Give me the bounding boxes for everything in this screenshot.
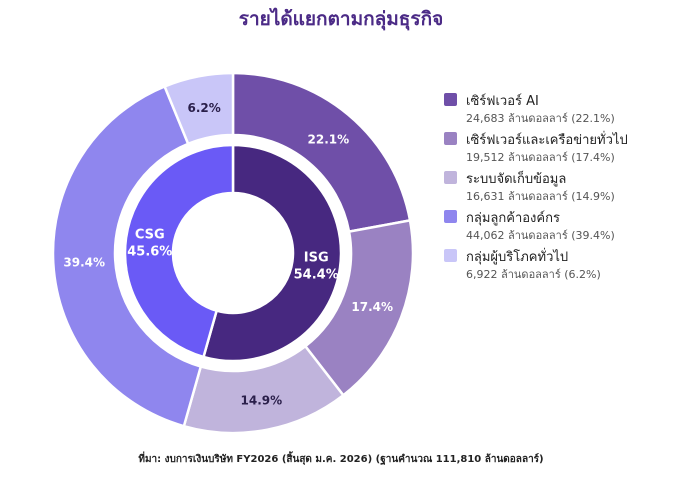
legend-label: กลุ่มลูกค้าองค์กร: [466, 211, 560, 226]
legend-value: 24,683 ล้านดอลลาร์ (22.1%): [466, 112, 615, 125]
outer-ring-data-label: 17.4%: [351, 300, 393, 314]
inner-ring-data-label: 54.4%: [294, 268, 339, 283]
legend-label: เซิร์ฟเวอร์และเครือข่ายทั่วไป: [466, 133, 628, 148]
chart-title: รายได้แยกตามกลุ่มธุรกิจ: [238, 8, 444, 30]
outer-ring-data-label: 6.2%: [188, 101, 221, 115]
legend-label: เซิร์ฟเวอร์ AI: [466, 94, 539, 109]
legend-item-storage: ระบบจัดเก็บข้อมูล 16,631 ล้านดอลลาร์ (14…: [444, 168, 674, 207]
legend-label: ระบบจัดเก็บข้อมูล: [466, 172, 567, 187]
outer-ring-data-label: 22.1%: [308, 132, 350, 146]
legend-swatch: [444, 93, 457, 106]
inner-ring-segment-label: ISG: [304, 251, 329, 266]
legend: เซิร์ฟเวอร์ AI 24,683 ล้านดอลลาร์ (22.1%…: [444, 90, 674, 285]
legend-swatch: [444, 249, 457, 262]
inner-ring-segment-label: CSG: [135, 227, 165, 242]
legend-item-consumer: กลุ่มผู้บริโภคทั่วไป 6,922 ล้านดอลลาร์ (…: [444, 246, 674, 285]
legend-value: 19,512 ล้านดอลลาร์ (17.4%): [466, 151, 615, 164]
legend-item-ai-servers: เซิร์ฟเวอร์ AI 24,683 ล้านดอลลาร์ (22.1%…: [444, 90, 674, 129]
inner-ring-slice-0: [201, 143, 343, 363]
ring-separator: [115, 135, 351, 371]
legend-item-commercial: กลุ่มลูกค้าองค์กร 44,062 ล้านดอลลาร์ (39…: [444, 207, 674, 246]
legend-label: กลุ่มผู้บริโภคทั่วไป: [466, 250, 569, 265]
outer-ring-data-label: 39.4%: [63, 255, 105, 269]
legend-value: 16,631 ล้านดอลลาร์ (14.9%): [466, 190, 615, 203]
legend-swatch: [444, 171, 457, 184]
legend-swatch: [444, 210, 457, 223]
outer-ring-data-label: 14.9%: [241, 393, 283, 407]
legend-swatch: [444, 132, 457, 145]
legend-value: 44,062 ล้านดอลลาร์ (39.4%): [466, 229, 615, 242]
source-note: ที่มา: งบการเงินบริษัท FY2026 (สิ้นสุด ม…: [138, 454, 544, 465]
legend-value: 6,922 ล้านดอลลาร์ (6.2%): [466, 268, 601, 281]
inner-ring-slice-1: [123, 143, 235, 359]
legend-item-servers-networking: เซิร์ฟเวอร์และเครือข่ายทั่วไป 19,512 ล้า…: [444, 129, 674, 168]
inner-ring-data-label: 45.6%: [127, 244, 172, 259]
